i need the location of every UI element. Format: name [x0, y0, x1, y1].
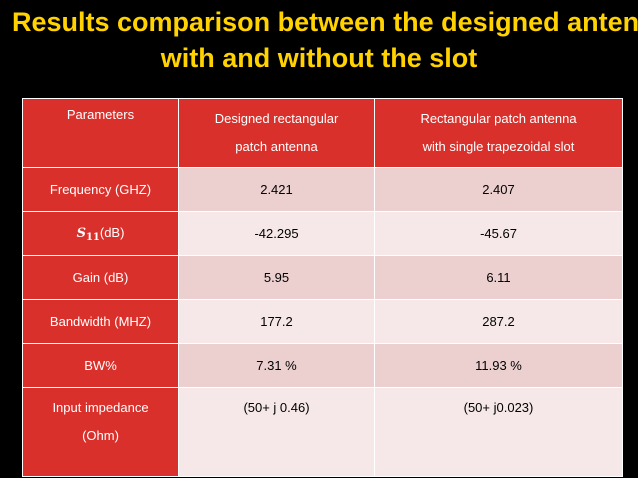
header-designed-antenna: Designed rectangular patch antenna [178, 98, 375, 168]
cell-designed: 177.2 [178, 299, 375, 344]
cell-slotted: 2.407 [374, 167, 623, 212]
row-label: Gain (dB) [22, 255, 179, 300]
cell-designed: 5.95 [178, 255, 375, 300]
header-slotted-antenna: Rectangular patch antenna with single tr… [374, 98, 623, 168]
cell-slotted: 11.93 % [374, 343, 623, 388]
slide-title-line-1: Results comparison between the designed … [12, 7, 638, 37]
s11-unit: (dB) [99, 224, 125, 240]
s11-subscript: 11 [85, 231, 100, 243]
row-label: BW% [22, 343, 179, 388]
cell-slotted: 287.2 [374, 299, 623, 344]
table-row-input-impedance: Input impedance (Ohm) (50+ j 0.46) (50+ … [22, 387, 623, 477]
table-row-bw-percent: BW% 7.31 % 11.93 % [22, 343, 623, 388]
s11-symbol: S [76, 225, 86, 241]
header-slotted-line-2: with single trapezoidal slot [422, 139, 575, 154]
row-label: S11(dB) [22, 211, 179, 256]
cell-designed: (50+ j 0.46) [178, 387, 375, 477]
header-parameters-label: Parameters [66, 107, 135, 122]
table-row-gain: Gain (dB) 5.95 6.11 [22, 255, 623, 300]
cell-designed: 2.421 [178, 167, 375, 212]
row-label: Frequency (GHZ) [22, 167, 179, 212]
row-label-line-2: (Ohm) [82, 428, 119, 443]
header-designed-line-2: patch antenna [235, 139, 318, 154]
cell-designed: -42.295 [178, 211, 375, 256]
row-label-line-1: Input impedance [52, 400, 149, 415]
cell-slotted-value: (50+ j0.023) [463, 400, 534, 415]
table-row-bandwidth: Bandwidth (MHZ) 177.2 287.2 [22, 299, 623, 344]
header-slotted-line-1: Rectangular patch antenna [420, 111, 577, 126]
table-row-s11: S11(dB) -42.295 -45.67 [22, 211, 623, 256]
row-label: Input impedance (Ohm) [22, 387, 179, 477]
table-row-frequency: Frequency (GHZ) 2.421 2.407 [22, 167, 623, 212]
header-parameters: Parameters [22, 98, 179, 168]
comparison-table: Parameters Designed rectangular patch an… [22, 98, 623, 477]
cell-slotted: 6.11 [374, 255, 623, 300]
slide-title: Results comparison between the designed … [0, 0, 638, 84]
cell-slotted: -45.67 [374, 211, 623, 256]
cell-designed: 7.31 % [178, 343, 375, 388]
cell-slotted: (50+ j0.023) [374, 387, 623, 477]
row-label: Bandwidth (MHZ) [22, 299, 179, 344]
header-designed-line-1: Designed rectangular [214, 111, 339, 126]
slide-title-line-2: with and without the slot [160, 43, 478, 73]
table-header-row: Parameters Designed rectangular patch an… [22, 98, 623, 168]
cell-designed-value: (50+ j 0.46) [243, 400, 310, 415]
